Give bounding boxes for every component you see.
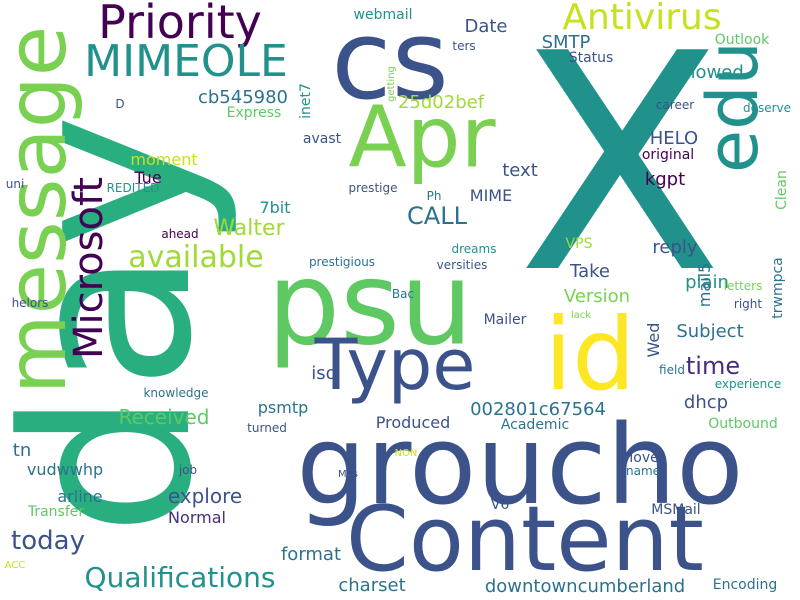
word-webmail: webmail [353, 7, 413, 23]
word-available: available [128, 240, 264, 275]
word-prestigious: prestigious [308, 255, 376, 269]
word-getting: getting [386, 66, 397, 102]
word-explore: explore [167, 484, 243, 508]
word-walter: Walter [213, 216, 285, 241]
word-tn: tn [12, 440, 32, 461]
word-mimeole: MIMEOLE [84, 36, 288, 87]
word-redited: REDITED [106, 181, 160, 195]
word-mime: MIME [469, 186, 513, 205]
word-transfer: Transfer [27, 504, 85, 520]
word-produced: Produced [375, 413, 451, 432]
word-flowed: flowed [684, 62, 744, 83]
word-clean: Clean [774, 170, 790, 210]
word-arline: arline [57, 487, 103, 506]
word-dreams: dreams [451, 242, 497, 256]
word-academic: Academic [500, 417, 570, 433]
word-name: name [625, 464, 661, 478]
word-date: Date [464, 16, 508, 37]
word-experience: experience [714, 377, 782, 391]
word-ahead: ahead [161, 227, 199, 241]
word-lack: lack [570, 310, 592, 321]
word-normal: Normal [168, 508, 226, 527]
word-knowledge: knowledge [143, 386, 209, 400]
word-plain: plain [685, 272, 729, 293]
word-kgpt: kgpt [644, 169, 686, 190]
word-outbound: Outbound [708, 416, 778, 432]
word-microsoft: Microsoft [66, 176, 112, 360]
word-moment: moment [130, 150, 198, 169]
word-format: format [280, 544, 342, 565]
word-tue: Tue [134, 168, 162, 187]
word-smtp: SMTP [541, 32, 591, 53]
word-apr: Apr [348, 88, 496, 188]
word-encoding: Encoding [712, 577, 778, 593]
word-content: Content [346, 487, 704, 592]
word-move: Move [621, 450, 659, 466]
word-cb545980: cb545980 [197, 87, 289, 108]
word-received: Received [118, 405, 210, 429]
word-today: today [11, 526, 85, 556]
word-prestige: prestige [348, 181, 398, 195]
word-id: id [544, 296, 636, 413]
word-deserve: deserve [742, 101, 792, 115]
word-outlook: Outlook [714, 32, 770, 48]
word-mail5: mail5 [695, 262, 714, 308]
word-psu: psu [267, 237, 473, 372]
word-bac: Bac [391, 287, 415, 301]
word-type: Type [314, 324, 476, 406]
word-downtowncumberland: downtowncumberland [484, 576, 686, 597]
word-dhcp: dhcp [683, 392, 729, 413]
word-charset: charset [338, 575, 406, 596]
word-acc: ACC [4, 560, 26, 571]
word-psmtp: psmtp [257, 398, 309, 417]
word-helo: HELO [649, 128, 699, 149]
word-non: NON [394, 448, 418, 459]
word-express: Express [226, 105, 282, 121]
word-letters: letters [723, 279, 763, 293]
word-antivirus: Antivirus [562, 0, 722, 38]
word-v6: V6 [490, 497, 510, 513]
word-qualifications: Qualifications [84, 561, 276, 594]
word-msmail: MSMail [651, 502, 701, 518]
word-versities: versities [436, 258, 488, 272]
word-original: original [641, 147, 695, 163]
word-helors: helors [11, 296, 49, 310]
word-avast: avast [302, 131, 342, 147]
word-version: Version [563, 286, 631, 307]
word-field: field [659, 363, 685, 377]
word-groucho: groucho [296, 401, 744, 529]
word-job: job [178, 463, 198, 477]
word-7bit: 7bit [259, 198, 291, 217]
word-vps: VPS [565, 236, 593, 252]
word-inet7: inet7 [298, 83, 314, 119]
word-mas: Mas [338, 469, 358, 480]
word-uni: uni [5, 177, 25, 191]
word-25d02bef: 25d02bef [397, 92, 485, 113]
word-trwmpca: trwmpca [770, 257, 786, 319]
word-wed: Wed [644, 322, 663, 358]
word-subject: Subject [676, 321, 744, 342]
word-career: career [655, 98, 695, 112]
word-mailer: Mailer [483, 312, 527, 328]
word-take: Take [570, 261, 610, 282]
word-reply: reply [652, 237, 698, 258]
word-right: right [733, 297, 763, 311]
word-d: D [115, 97, 125, 111]
word-turned: turned [247, 421, 287, 435]
word-time: time [685, 352, 741, 380]
word-cs: cs [331, 0, 449, 124]
word-priority: Priority [98, 0, 262, 49]
word-x: X [517, 0, 723, 339]
word-iso: iso [311, 363, 337, 384]
word-ph: Ph [426, 189, 442, 203]
word-call: CALL [407, 202, 467, 230]
word-ters: ters [452, 39, 476, 53]
word-text: text [502, 160, 538, 181]
word-002801c67564: 002801c67564 [470, 399, 606, 420]
word-vudwwhp: vudwwhp [26, 460, 104, 479]
word-status: Status [568, 50, 614, 66]
